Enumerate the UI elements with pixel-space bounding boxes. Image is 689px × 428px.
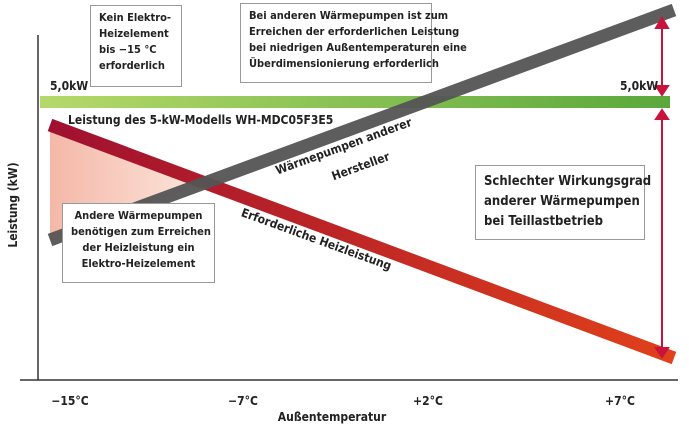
callout: Andere Wärmepumpen benötigen zum Erreiche…: [62, 203, 215, 283]
bar-label: 5,0kW: [50, 79, 88, 93]
x-tick-label: −15°C: [51, 394, 88, 408]
callout-text: erforderlich: [99, 59, 165, 72]
y-axis-label: Leistung (kW): [6, 162, 20, 247]
callout: Kein Elektro- Heizelement bis −15 °C erford…: [90, 5, 182, 87]
x-axis-label: Außentemperatur: [278, 410, 387, 424]
callout-text: Überdimensionierung erforderlich: [249, 57, 439, 70]
callout-text: bei Teillastbetrieb: [484, 214, 604, 229]
callout-text: bis −15 °C: [99, 43, 157, 56]
callout: Schlechter Wirkungsgrad anderer Wärmepump…: [475, 165, 652, 240]
bar-label: 5,0kW: [620, 79, 658, 93]
callout-text: Erreichen der erforderlichen Leistung: [249, 25, 460, 38]
capacity-bar: [40, 96, 670, 108]
bar-caption: Leistung des 5-kW-Modells WH-MDC05F3E5: [68, 113, 333, 127]
callout-text: Kein Elektro-: [99, 11, 172, 24]
arrows: [654, 16, 670, 359]
callout-text: anderer Wärmepumpen: [484, 194, 640, 209]
callout-text: Andere Wärmepumpen: [74, 209, 203, 222]
other-line: [47, 3, 677, 247]
required-line: [47, 118, 677, 365]
callout: Bei anderen Wärmepumpen ist zum Erreichen…: [240, 3, 467, 83]
callout-text: Heizelement: [99, 27, 169, 40]
callout-text: bei niedrigen Außentemperaturen eine: [249, 41, 467, 54]
x-tick-label: +2°C: [413, 394, 443, 408]
callout-text: Schlechter Wirkungsgrad: [484, 174, 652, 189]
x-tick-label: +7°C: [605, 394, 635, 408]
callout-text: benötigen zum Erreichen: [71, 225, 211, 238]
callout-text: der Heizleistung ein: [82, 241, 195, 254]
x-tick-label: −7°C: [228, 394, 258, 408]
callout-text: Elektro-Heizelement: [81, 257, 196, 270]
callout-text: Bei anderen Wärmepumpen ist zum: [249, 9, 449, 22]
